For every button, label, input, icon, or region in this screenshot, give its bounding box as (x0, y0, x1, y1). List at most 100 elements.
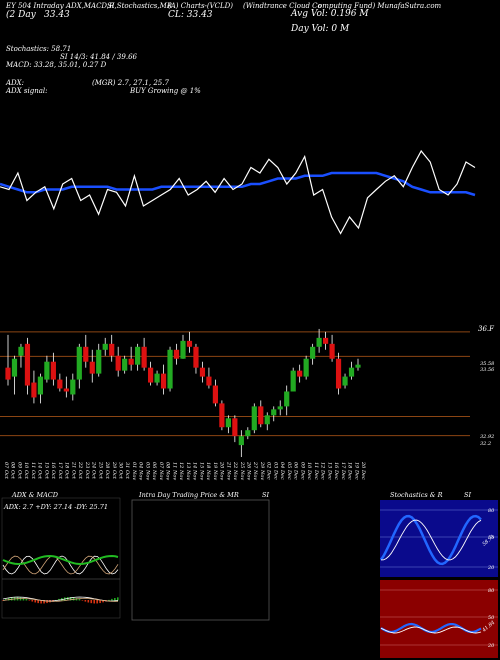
stochastics-d-line (380, 519, 482, 561)
open-label: (2 Day (6, 10, 36, 20)
date-label: 06 Nov (151, 462, 157, 480)
macd-histogram-bar (40, 600, 42, 604)
date-label: 27 Nov (252, 461, 258, 480)
stoch-level-label: 80 (488, 508, 495, 514)
date-label: 16 Dec (333, 462, 339, 480)
date-label: 26 Nov (246, 461, 252, 480)
close-label: CL: 33.43 (168, 10, 213, 20)
header-title-a: EY 504 Intraday ADX,MACD,R (6, 2, 115, 10)
candle-body (335, 358, 342, 389)
date-label: 10 Dec (306, 462, 312, 480)
macd-histogram-bar (22, 598, 25, 601)
candle-body (206, 376, 212, 386)
date-label: 24 Oct (91, 461, 97, 480)
stoch-level-label: 50 (488, 535, 495, 541)
macd-readout: MACD: 33.28, 35.01, 0.27 D (6, 61, 107, 69)
price-label-mid1: 35.58 (480, 361, 495, 367)
candle-body (109, 343, 115, 356)
date-label: 19 Dec (353, 462, 359, 480)
stoch-panel-title: Stochastics & R (390, 491, 443, 499)
candle-body (322, 337, 329, 344)
rsi-level-label: 80 (488, 588, 495, 594)
date-label: 19 Nov (212, 462, 218, 480)
candle-body (245, 430, 251, 437)
candle-body (225, 418, 231, 428)
macd-histogram-bar (28, 600, 31, 601)
header-title-b: SI,Stochastics,MR (107, 2, 173, 10)
candle-body (44, 361, 50, 380)
date-label: 04 Nov (138, 462, 144, 480)
candle-body (76, 346, 82, 380)
candle-body (147, 367, 154, 383)
candle-body (180, 340, 186, 359)
date-label: 08 Nov (165, 462, 171, 480)
adx-panel-readout: ADX: 2.7 +DY: 27.14 -DY: 25.71 (4, 503, 109, 511)
candle-body (63, 388, 69, 392)
date-label: 13 Dec (326, 462, 332, 480)
macd-histogram-bar (117, 597, 119, 601)
candle-body (355, 364, 361, 368)
adx-value: (MGR) 2.7, 27.1, 25.7 (92, 79, 169, 87)
macd-histogram-bar (90, 600, 93, 604)
date-label: 20 Nov (219, 461, 225, 480)
candle-body (50, 361, 56, 380)
day-volume: Day Vol: 0 M (291, 24, 350, 34)
date-label: 29 Oct (111, 461, 117, 480)
date-label: 15 Oct (43, 462, 49, 480)
macd-histogram-bar (25, 598, 28, 601)
macd-signal-line (2, 598, 119, 602)
header-title-c: (A) Charts-(VCLD) (168, 2, 234, 10)
rsi-signal-line (380, 626, 482, 634)
date-label: 12 Nov (178, 462, 184, 480)
stochastics-panel (380, 500, 498, 577)
date-label: 22 Nov (232, 461, 238, 480)
candle-body (258, 406, 264, 425)
candle-body (154, 373, 160, 383)
date-label: 09 Oct (17, 462, 23, 480)
candle-body (316, 337, 322, 347)
macd-histogram-bar (69, 597, 72, 601)
candle-body (290, 370, 296, 392)
candle-body (329, 343, 335, 359)
adx-label: ADX: (6, 79, 25, 87)
candle-body (238, 436, 244, 446)
candle-body (212, 385, 219, 404)
macd-histogram-bar (37, 600, 39, 604)
candle-body (199, 367, 206, 377)
date-label: 11 Dec (313, 462, 319, 480)
macd-histogram-bar (31, 600, 34, 602)
candle-body (57, 379, 63, 389)
macd-histogram-bar (87, 600, 90, 603)
macd-histogram-bar (58, 598, 60, 601)
date-label: 01 Nov (131, 462, 137, 480)
header-title-e: omputing Fund) MunafaSutra.com (318, 2, 442, 10)
macd-histogram-bar (7, 598, 10, 601)
date-label: 30 Oct (118, 462, 124, 480)
date-label: 25 Oct (97, 461, 103, 480)
date-label: 07 Nov (158, 462, 164, 480)
candle-body (122, 358, 128, 371)
date-label: 05 Dec (286, 462, 292, 480)
macd-histogram-bar (84, 600, 87, 602)
candle-body (284, 391, 290, 407)
candle-body (186, 340, 193, 347)
candle-body (251, 406, 257, 431)
candle-body (89, 361, 95, 374)
macd-histogram-bar (111, 598, 113, 601)
moving-average-line (0, 171, 476, 197)
stoch-panel-title-b: SI (464, 491, 472, 499)
date-label: 29 Nov (259, 461, 265, 480)
date-label: 18 Nov (205, 462, 211, 480)
price-label-low: 32.92 (480, 434, 495, 440)
candle-body (96, 349, 102, 374)
date-label: 17 Dec (340, 462, 346, 480)
candle-body (342, 376, 348, 386)
date-label: 22 Oct (77, 461, 83, 480)
rsi-readout: SI 14/3: 41.84 / 39.66 (60, 53, 137, 61)
date-label: 03 Dec (272, 462, 278, 480)
header-title-d: (Windtrance Cloud Co (243, 2, 322, 10)
date-label: 08 Oct (10, 462, 16, 480)
indicator-line (0, 149, 476, 235)
date-label: 20 Dec (360, 461, 366, 480)
candle-body (83, 346, 89, 362)
